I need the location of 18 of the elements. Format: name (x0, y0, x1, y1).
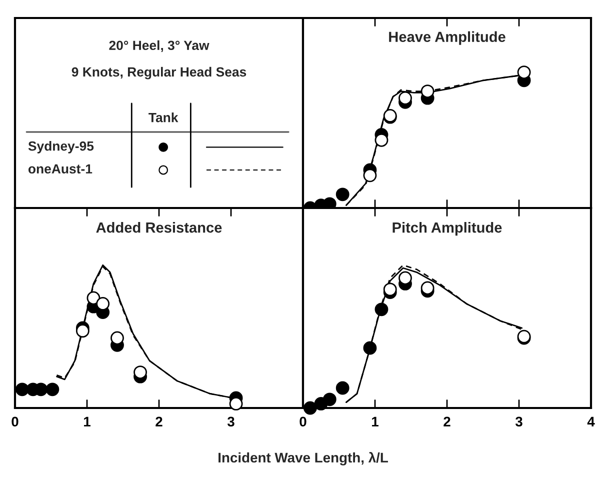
text: 20° Heel, 3° Yaw (109, 40, 210, 52)
text: oneAust-1 (28, 164, 92, 174)
x-tick-label: 3 (227, 416, 234, 427)
x-tick-label: 4 (587, 416, 595, 426)
text: 9 Knots, Regular Head Seas (72, 66, 246, 80)
chart-title: Added Resistance (96, 222, 222, 233)
chart-title: Pitch Amplitude (392, 222, 502, 236)
text: Sydney-95 (28, 141, 94, 154)
x-tick-label: 0 (300, 416, 306, 427)
chart-title: Heave Amplitude (389, 31, 506, 45)
x-axis-title: Incident Wave Length, λ/L (218, 452, 388, 466)
x-tick-label: 3 (515, 416, 522, 427)
x-tick-label: 2 (156, 416, 162, 426)
x-tick-label: 1 (84, 416, 90, 426)
text: Tank (148, 112, 178, 122)
x-tick-label: 1 (372, 416, 378, 426)
x-tick-label: 2 (444, 416, 450, 426)
x-tick-label: 0 (12, 416, 18, 427)
